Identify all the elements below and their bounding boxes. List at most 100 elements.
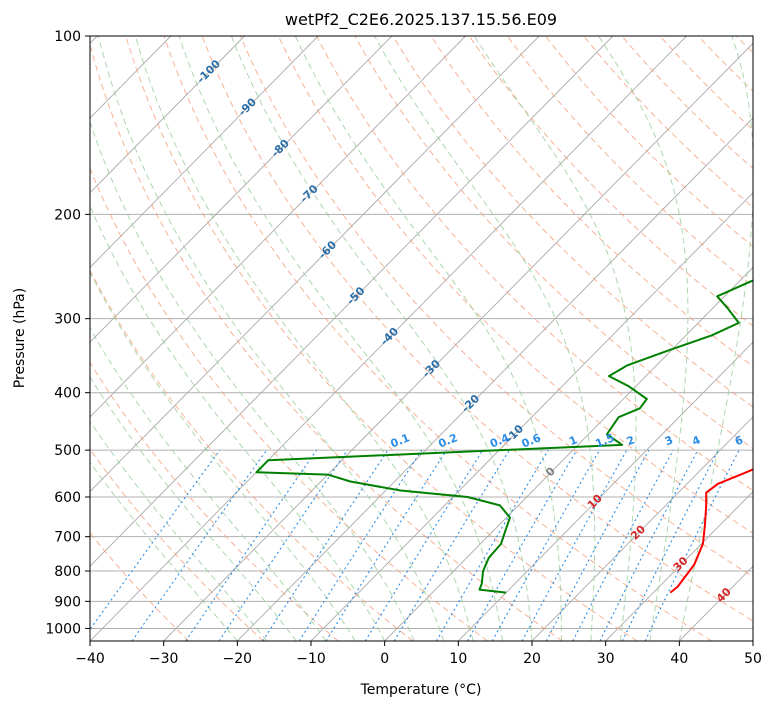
mixing-ratio-line <box>393 449 510 641</box>
isotherm--20 <box>237 117 753 641</box>
dry-adiabat <box>392 36 753 408</box>
y-tick-label: 600 <box>54 490 81 506</box>
y-tick-label: 300 <box>54 312 81 328</box>
dry-adiabat <box>90 269 414 641</box>
mixing-ratio-label: 0.1 <box>389 431 412 450</box>
moist-adiabat <box>90 204 386 641</box>
isotherm--90 <box>90 36 319 269</box>
chart-title: wetPf2_C2E6.2025.137.15.56.E09 <box>285 10 557 30</box>
dry-adiabat <box>163 36 712 641</box>
background-lines <box>90 36 753 641</box>
x-tick-label: −40 <box>75 651 105 667</box>
y-tick-label: 400 <box>54 386 81 402</box>
isotherm-20 <box>531 416 753 641</box>
isotherm-40 <box>679 565 753 641</box>
mixing-ratio-line <box>599 449 699 641</box>
x-tick-label: 10 <box>449 651 467 667</box>
dry-adiabat <box>316 36 753 492</box>
dry-adiabat <box>430 36 753 367</box>
moist-adiabat <box>90 271 356 641</box>
mixing-ratio-line <box>218 449 348 641</box>
x-tick-label: 20 <box>523 651 541 667</box>
isotherm--50 <box>90 36 614 567</box>
mixing-ratio-line <box>521 449 628 641</box>
mixing-ratio-line <box>364 449 484 641</box>
mixing-ratio-line <box>572 449 674 641</box>
axis-ticks: −40 −30 −20 −10 0 10 20 30 40 5010020030040050060… <box>45 29 762 667</box>
moist-adiabat <box>90 327 327 641</box>
x-tick-label: 40 <box>670 651 688 667</box>
x-tick-label: 50 <box>744 651 762 667</box>
moist-adiabat <box>90 420 268 641</box>
mixing-ratio-line <box>298 449 423 641</box>
moist-adiabat <box>678 36 753 641</box>
y-tick-label: 500 <box>54 443 81 459</box>
mixing-ratio-line <box>545 449 650 641</box>
y-tick-label: 1000 <box>45 621 81 637</box>
isotherm--80 <box>90 36 393 343</box>
moist-adiabat <box>598 36 689 641</box>
mixing-ratio-label: 1 <box>567 433 579 448</box>
mixing-ratio-label: 3 <box>663 433 675 448</box>
dry-adiabat <box>583 36 753 208</box>
x-tick-label: −10 <box>296 651 326 667</box>
isotherm--60 <box>90 36 540 493</box>
y-tick-label: 800 <box>54 564 81 580</box>
moist-adiabat <box>294 36 562 641</box>
moist-adiabat <box>90 376 297 641</box>
moist-adiabat <box>230 36 533 641</box>
plot-frame <box>89 35 754 642</box>
dry-adiabat <box>201 36 753 622</box>
dry-adiabat <box>621 36 753 170</box>
moist-adiabat <box>90 461 238 641</box>
mixing-ratio-label: 6 <box>733 433 745 448</box>
dry-adiabat <box>659 36 753 131</box>
dry-adiabat <box>468 36 753 327</box>
x-tick-label: −20 <box>223 651 253 667</box>
mixing-ratio-line <box>435 449 549 641</box>
dry-adiabat <box>125 36 638 641</box>
isotherm--100 <box>90 36 245 194</box>
dry-adiabat <box>90 361 339 641</box>
moist-adiabat <box>97 36 445 641</box>
dry-adiabat <box>239 36 753 578</box>
moist-adiabat <box>134 36 474 641</box>
moist-adiabat <box>90 120 415 641</box>
dry-adiabat <box>90 42 563 641</box>
dry-adiabat <box>506 36 753 287</box>
mixing-ratio-label: 2 <box>625 433 637 448</box>
dry-adiabat <box>277 36 753 534</box>
dry-adiabat <box>90 448 264 641</box>
mixing-ratio-label: 0.2 <box>437 431 460 450</box>
isotherm--40 <box>90 36 687 641</box>
mixing-ratio-label: 8 <box>759 433 771 448</box>
dry-adiabat <box>90 532 190 641</box>
mixing-ratio-line <box>90 449 221 631</box>
x-axis-label: Temperature (°C) <box>360 682 482 698</box>
dry-adiabat <box>545 36 753 248</box>
dewpoint-line <box>255 279 753 594</box>
x-tick-label: 0 <box>380 651 389 667</box>
dry-adiabat <box>90 167 488 641</box>
mixing-ratio-line <box>262 449 389 641</box>
isotherm-50 <box>752 640 753 641</box>
x-tick-label: 30 <box>597 651 615 667</box>
mixing-ratio-line <box>491 449 600 641</box>
y-tick-label: 700 <box>54 530 81 546</box>
dry-adiabat <box>697 36 753 92</box>
isotherm-30 <box>605 490 753 641</box>
moist-adiabat <box>178 36 503 641</box>
y-axis-label: Pressure (hPa) <box>12 288 28 388</box>
mixing-ratio-line <box>185 449 318 641</box>
isotherm-10 <box>458 341 753 641</box>
mixing-ratio-line <box>644 449 740 641</box>
moist-adiabat <box>374 36 596 641</box>
mixing-ratio-line <box>621 449 719 641</box>
data-series <box>255 279 753 594</box>
y-tick-label: 100 <box>54 29 81 45</box>
mixing-ratio-label: 4 <box>690 433 702 448</box>
mixing-ratio-line <box>131 449 268 641</box>
dry-adiabat <box>354 36 753 450</box>
